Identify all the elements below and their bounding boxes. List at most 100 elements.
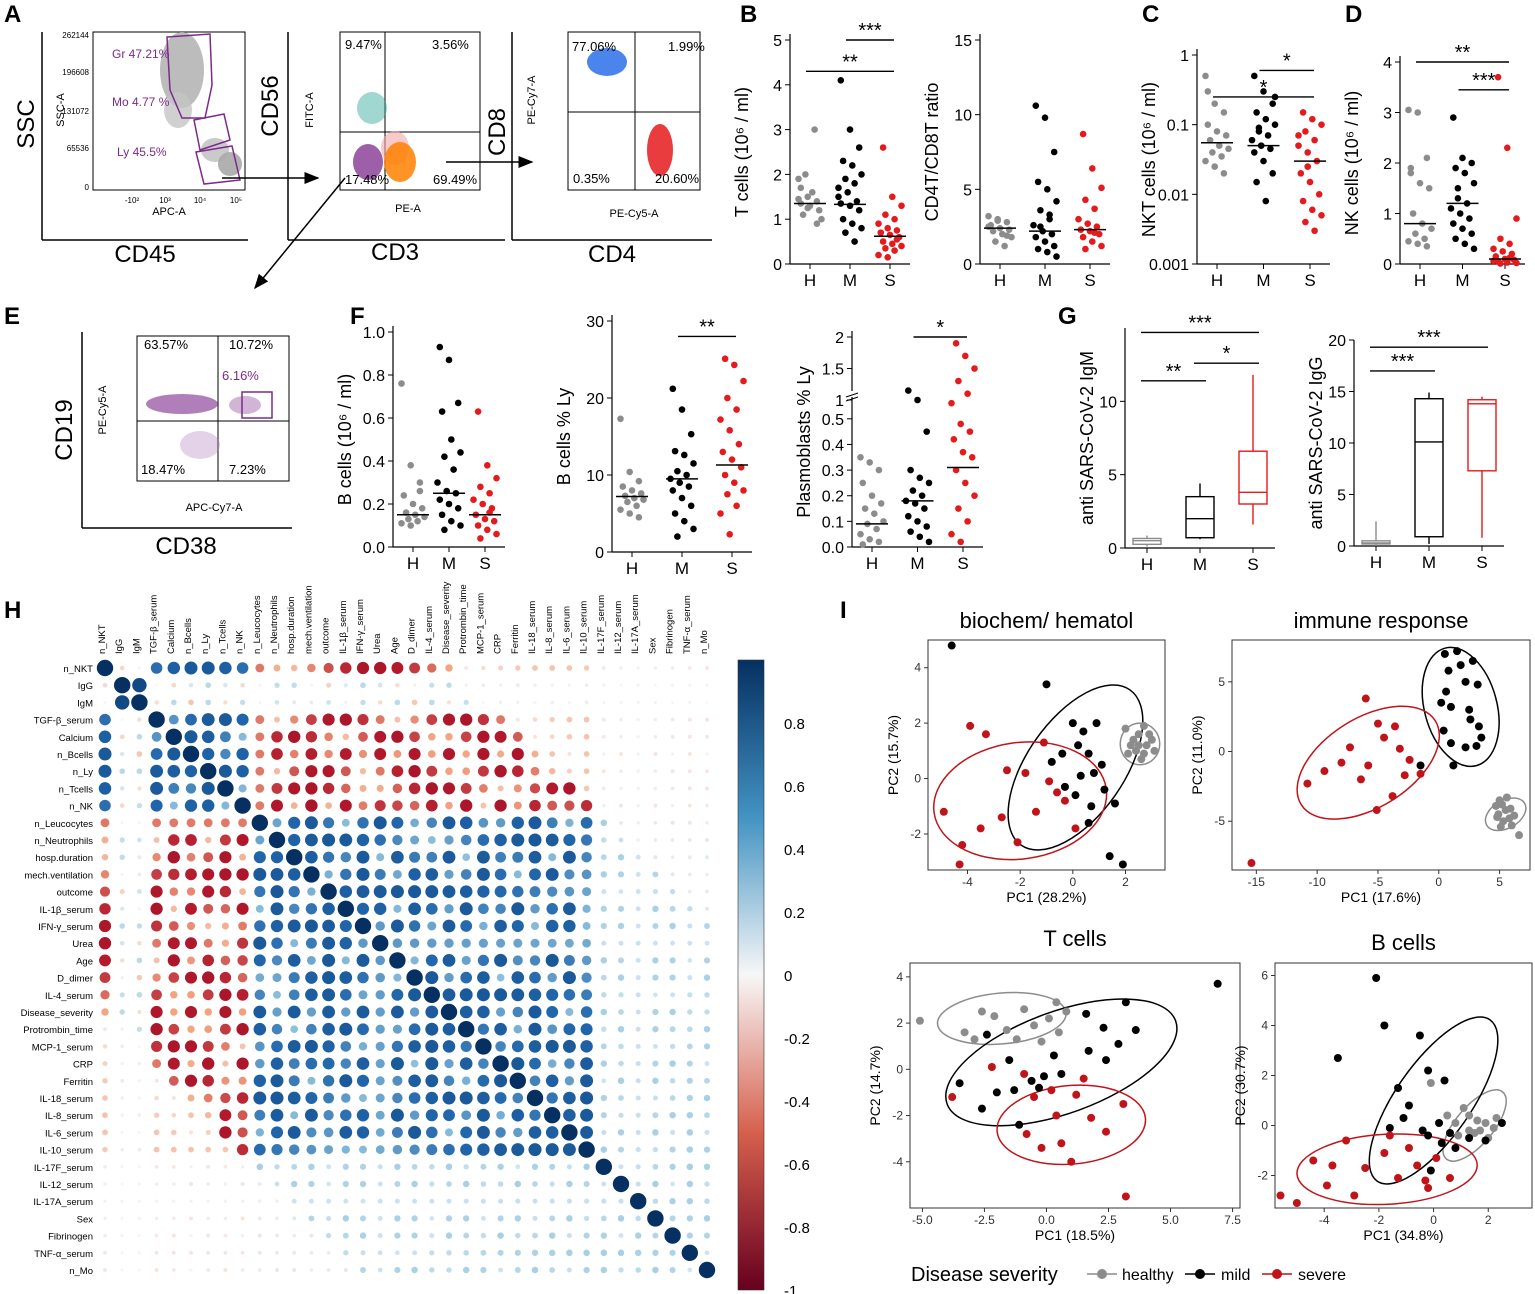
heatmap-cell	[220, 1092, 231, 1104]
confidence-ellipse-mild	[1421, 646, 1500, 768]
heatmap-cell	[461, 1076, 471, 1086]
data-point	[1050, 148, 1058, 156]
heatmap-cell	[477, 1143, 490, 1156]
heatmap-cell	[583, 716, 590, 723]
heatmap-cell	[170, 1146, 177, 1153]
heatmap-cell	[601, 992, 607, 998]
heatmap-cell	[463, 1249, 470, 1256]
heatmap-cell	[600, 1008, 608, 1016]
heatmap-cell	[602, 700, 606, 704]
heatmap-cell	[687, 769, 692, 774]
ytick-label: 6	[1261, 969, 1268, 983]
data-point	[1407, 164, 1415, 172]
heatmap-cell	[425, 1109, 438, 1122]
heatmap-cell	[151, 920, 163, 932]
pca-point-mild	[1380, 1021, 1389, 1030]
y-axis-label: anti SARS-CoV-2 IgG	[1306, 356, 1326, 529]
pca-point-healthy	[1137, 755, 1146, 764]
heatmap-col-label: TGF-β_serum	[149, 595, 160, 654]
pca-point-mild	[1399, 1114, 1408, 1122]
quadrant-ul-label: 77.06%	[572, 39, 617, 54]
pca-point-healthy	[1489, 1124, 1498, 1132]
heatmap-cell	[705, 752, 709, 756]
colorbar-tick-label: -1	[784, 1283, 797, 1294]
heatmap-cell	[204, 1008, 212, 1016]
heatmap-cell	[137, 1234, 141, 1238]
data-point	[740, 487, 747, 494]
heatmap-cell	[687, 786, 692, 791]
heatmap-cell	[653, 734, 658, 739]
data-point	[851, 238, 858, 245]
heatmap-cell	[567, 700, 571, 704]
heatmap-cell	[394, 1163, 401, 1171]
data-point	[907, 528, 914, 535]
heatmap-row-label: IL-8_serum	[45, 1111, 93, 1122]
axis-label-ssc: SSC	[13, 99, 40, 148]
heatmap-cell	[528, 850, 542, 864]
heatmap-cell	[326, 700, 331, 705]
heatmap-cell	[477, 765, 489, 777]
pca-point-healthy	[1124, 749, 1133, 758]
heatmap-cell	[185, 868, 197, 881]
heatmap-cell	[120, 1027, 124, 1031]
heatmap-cell	[98, 782, 112, 795]
heatmap-cell	[168, 1075, 179, 1086]
heatmap-cell	[514, 1267, 521, 1273]
heatmap-cell	[394, 1180, 401, 1188]
heatmap-cell	[408, 920, 421, 932]
pca-point-healthy	[1150, 746, 1159, 755]
heatmap-cell	[529, 868, 541, 881]
heatmap-cell	[137, 940, 142, 946]
heatmap-cell	[687, 734, 692, 739]
quadrant-ul-label: 63.57%	[144, 337, 189, 352]
data-point	[617, 506, 624, 513]
heatmap-row-label: n_Leucocytes	[34, 819, 93, 830]
xtick-label: 5	[1496, 875, 1503, 889]
heatmap-cell	[290, 1111, 299, 1120]
ytick-label: 0.2	[363, 497, 385, 514]
heatmap-cell	[341, 1145, 350, 1154]
pca-title: biochem/ hematol	[960, 608, 1134, 633]
heatmap-cell	[189, 1250, 193, 1255]
ytick-label: 1.0	[363, 325, 385, 342]
ytick-label: 3	[1383, 106, 1392, 123]
data-point	[873, 525, 880, 533]
heatmap-cell	[185, 902, 197, 915]
heatmap-cell	[704, 1061, 710, 1067]
data-point	[985, 212, 992, 220]
heatmap-cell	[669, 1163, 676, 1170]
heatmap-cell	[549, 1163, 556, 1170]
data-point	[802, 171, 809, 178]
data-point	[1459, 225, 1466, 232]
heatmap-cell	[306, 714, 317, 725]
data-point	[809, 189, 816, 196]
heatmap-cell	[511, 816, 524, 829]
heatmap-cell	[238, 818, 248, 828]
data-point	[1032, 102, 1040, 110]
heatmap-cell	[171, 1095, 176, 1101]
heatmap-cell	[530, 904, 540, 914]
xtick-label: S	[1247, 555, 1258, 574]
heatmap-cell	[304, 833, 318, 847]
data-point	[726, 530, 733, 538]
data-point	[1416, 179, 1424, 187]
heatmap-cell	[375, 715, 385, 725]
heatmap-cell	[309, 1233, 314, 1238]
heatmap-cell	[186, 818, 196, 828]
data-point	[717, 510, 724, 517]
heatmap-cell	[545, 1126, 559, 1139]
heatmap-cell	[206, 1233, 211, 1238]
heatmap-cell	[427, 938, 437, 948]
heatmap-col-label: Calcium	[166, 620, 177, 654]
significance-label: ***	[1188, 312, 1212, 334]
data-point	[493, 474, 500, 482]
heatmap-cell	[704, 1198, 710, 1204]
data-point	[724, 490, 731, 498]
data-point	[678, 494, 686, 502]
data-point	[628, 487, 636, 494]
heatmap-cell	[566, 1215, 573, 1222]
heatmap-cell	[460, 834, 472, 846]
data-point	[1405, 106, 1412, 114]
pca-point-severe	[1320, 767, 1329, 776]
